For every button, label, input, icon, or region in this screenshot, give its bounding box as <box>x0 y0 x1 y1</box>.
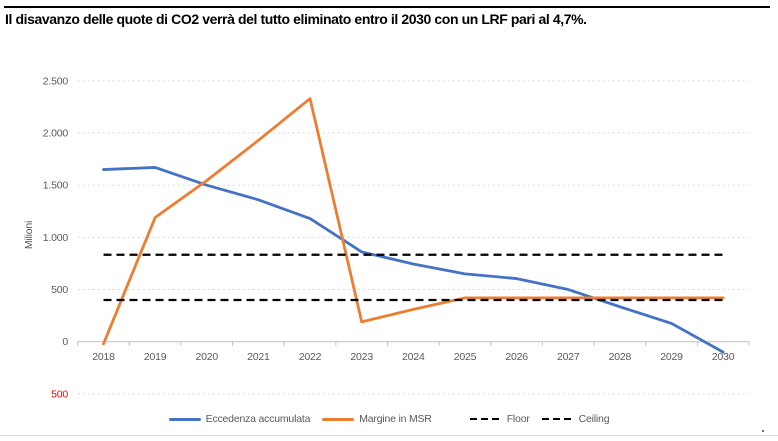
legend-label: Floor <box>506 413 530 425</box>
x-tick-label: 2021 <box>247 351 270 363</box>
x-tick-label: 2019 <box>144 351 167 363</box>
legend-item-ceiling: Ceiling <box>541 413 610 425</box>
x-tick-label: 2024 <box>402 351 425 363</box>
legend-line-marker <box>322 417 355 421</box>
x-tick-label: 2028 <box>609 351 632 363</box>
chart-title: Il disavanzo delle quote di CO2 verrà de… <box>5 11 587 27</box>
legend-dash-marker <box>541 417 574 421</box>
x-tick-label: 2025 <box>454 351 477 363</box>
legend-label: Margine in MSR <box>359 413 432 425</box>
x-tick-label: 2030 <box>712 351 735 363</box>
legend-dash-marker <box>469 417 502 421</box>
bottom-rule <box>0 435 778 436</box>
x-tick-label: 2029 <box>660 351 683 363</box>
y-tick-label: 1.000 <box>43 232 69 244</box>
x-tick-label: 2023 <box>350 351 373 363</box>
y-tick-label: 500 <box>51 284 68 296</box>
series-margine-in-msr <box>102 97 725 346</box>
x-tick-label: 2020 <box>195 351 218 363</box>
x-tick-label: 2026 <box>505 351 528 363</box>
legend-item-floor: Floor <box>469 413 530 425</box>
x-tick-label: 2027 <box>557 351 580 363</box>
title-rule <box>4 6 770 8</box>
series-eccedenza-accumulata <box>102 166 725 354</box>
legend-label: Eccedenza accumulata <box>205 413 311 425</box>
y-tick-label: 500 <box>51 388 68 400</box>
legend-item-margine-in-msr: Margine in MSR <box>322 413 432 425</box>
y-tick-label: 2.000 <box>43 128 69 140</box>
legend-line-marker <box>168 417 201 421</box>
y-tick-label: 0 <box>62 336 68 348</box>
y-tick-label: 1.500 <box>43 180 69 192</box>
x-tick-label: 2018 <box>92 351 115 363</box>
chart-legend: Eccedenza accumulata Margine in MSR Floor C… <box>0 410 778 428</box>
x-tick-label: 2022 <box>299 351 322 363</box>
legend-label: Ceiling <box>578 413 610 425</box>
y-tick-label: 2.500 <box>43 75 69 87</box>
stray-dot <box>762 430 764 432</box>
legend-item-eccedenza-accumulata: Eccedenza accumulata <box>168 413 311 425</box>
